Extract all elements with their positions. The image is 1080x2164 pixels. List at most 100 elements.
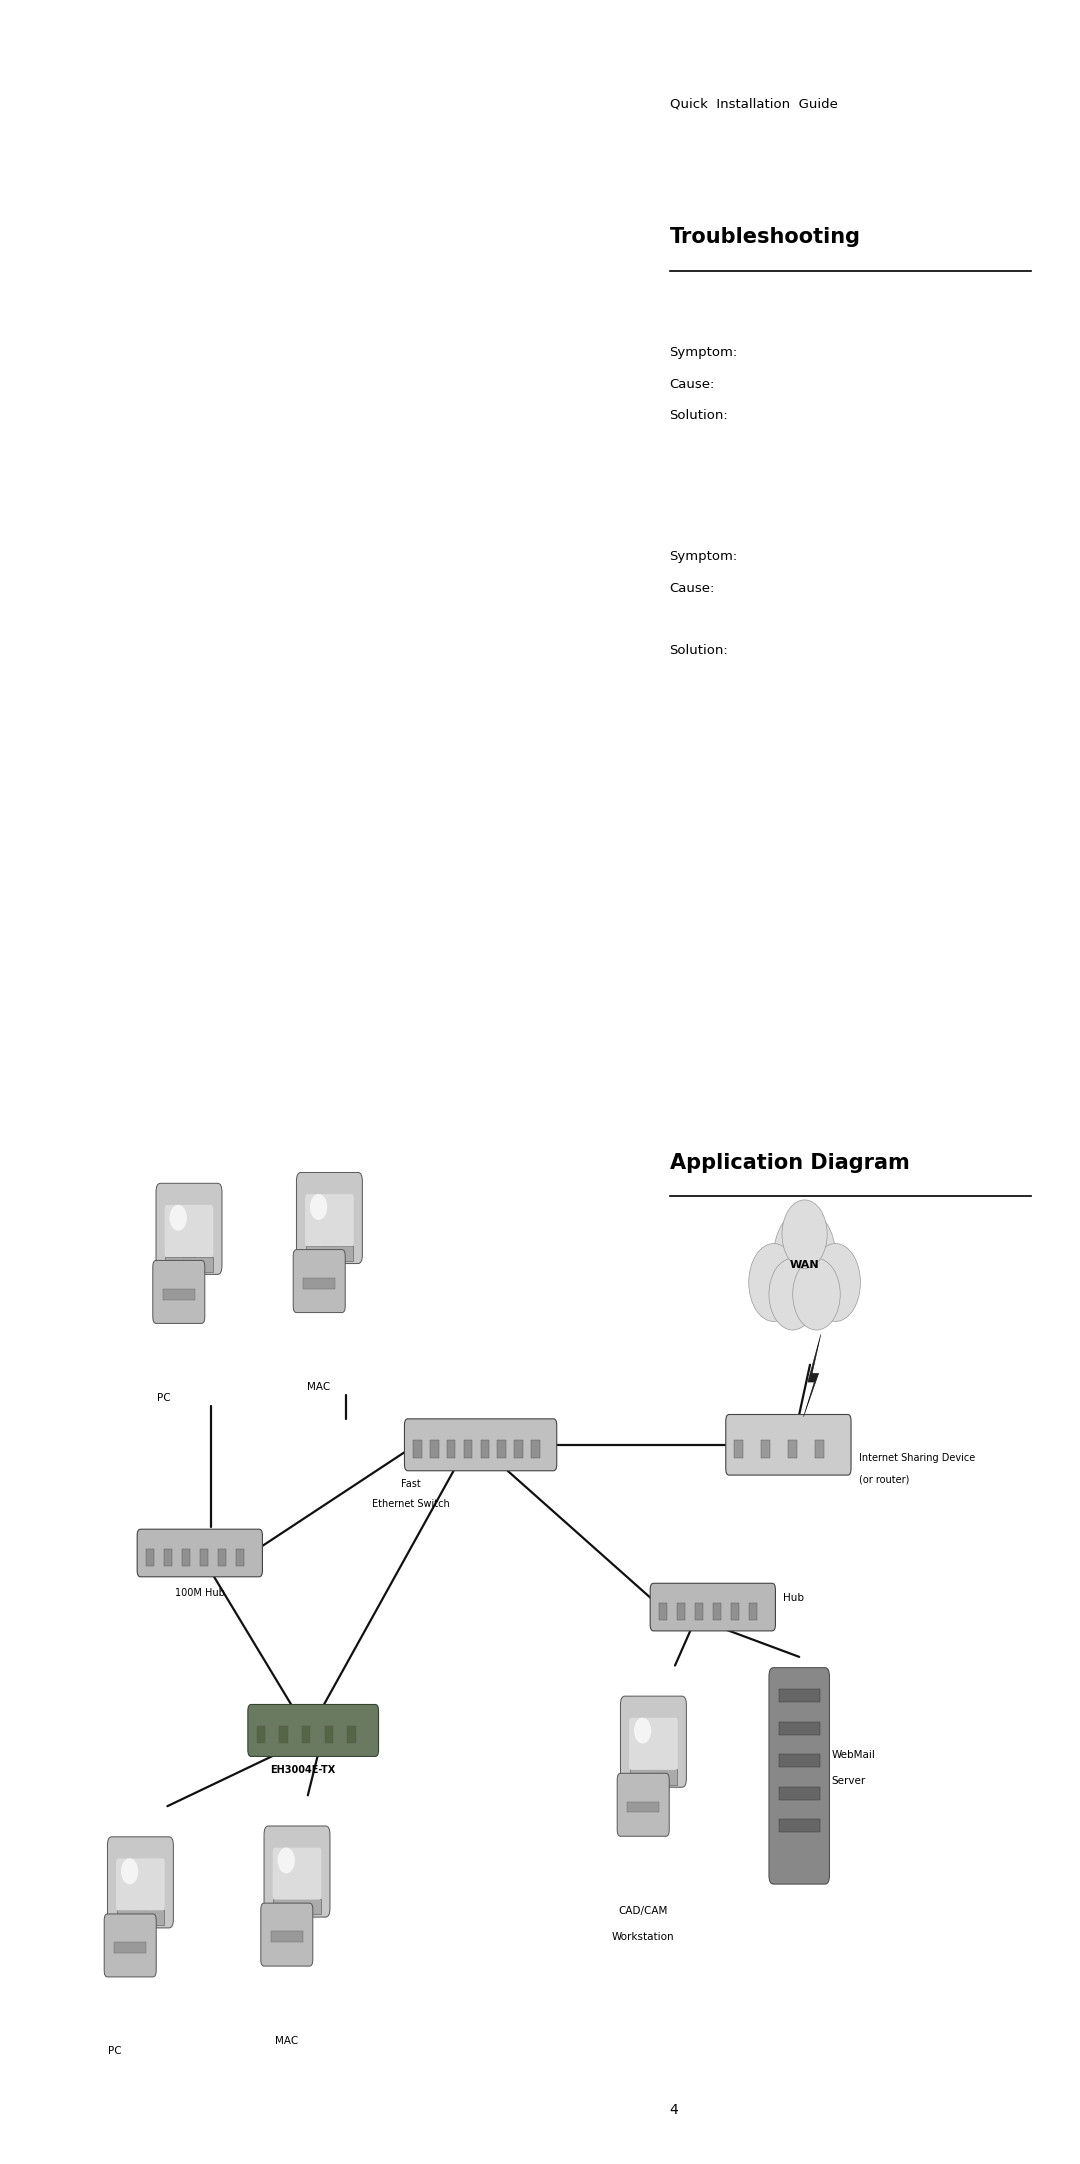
Bar xyxy=(218,1549,227,1567)
FancyBboxPatch shape xyxy=(404,1420,557,1472)
Text: CAD/CAM: CAD/CAM xyxy=(618,1906,667,1915)
Text: Quick  Installation  Guide: Quick Installation Guide xyxy=(670,97,837,110)
Bar xyxy=(447,1441,456,1459)
Bar xyxy=(779,1787,820,1800)
Bar xyxy=(647,1766,660,1783)
Bar xyxy=(200,1549,208,1567)
Text: Cause:: Cause: xyxy=(670,582,715,595)
Bar xyxy=(713,1604,721,1621)
Text: Server: Server xyxy=(832,1777,866,1785)
Ellipse shape xyxy=(793,1257,840,1331)
Ellipse shape xyxy=(748,1244,799,1322)
Bar xyxy=(531,1441,540,1459)
Text: Fast: Fast xyxy=(401,1480,420,1489)
Bar xyxy=(117,1911,164,1926)
Text: Ethernet Switch: Ethernet Switch xyxy=(372,1500,449,1508)
Bar xyxy=(183,1253,195,1270)
Bar xyxy=(514,1441,523,1459)
Bar xyxy=(731,1604,740,1621)
Bar xyxy=(235,1549,244,1567)
Ellipse shape xyxy=(278,1848,295,1874)
FancyBboxPatch shape xyxy=(107,1837,174,1928)
Bar xyxy=(291,1896,303,1913)
Bar xyxy=(734,1441,743,1459)
FancyBboxPatch shape xyxy=(156,1184,222,1275)
FancyBboxPatch shape xyxy=(116,1859,165,1911)
Polygon shape xyxy=(804,1335,821,1417)
Bar xyxy=(779,1690,820,1703)
Bar xyxy=(414,1441,421,1459)
Text: MAC: MAC xyxy=(274,2036,298,2045)
FancyBboxPatch shape xyxy=(247,1705,378,1757)
Text: WebMail: WebMail xyxy=(832,1751,876,1759)
Ellipse shape xyxy=(782,1199,827,1268)
Text: Troubleshooting: Troubleshooting xyxy=(670,227,861,247)
Bar xyxy=(146,1549,154,1567)
Bar xyxy=(748,1604,757,1621)
Text: 100M Hub: 100M Hub xyxy=(175,1588,225,1597)
Text: Hub: Hub xyxy=(783,1593,804,1604)
Text: PC: PC xyxy=(108,2047,122,2056)
Text: Internet Sharing Device: Internet Sharing Device xyxy=(859,1452,975,1463)
FancyBboxPatch shape xyxy=(296,1173,363,1264)
Bar xyxy=(279,1727,287,1744)
Bar xyxy=(302,1279,336,1290)
Bar xyxy=(498,1441,507,1459)
Bar xyxy=(324,1727,333,1744)
Text: Symptom:: Symptom: xyxy=(670,550,738,563)
Bar xyxy=(162,1290,195,1301)
FancyBboxPatch shape xyxy=(264,1826,330,1917)
Bar xyxy=(694,1604,703,1621)
Text: Solution:: Solution: xyxy=(670,409,728,422)
Bar xyxy=(677,1604,686,1621)
Ellipse shape xyxy=(310,1195,327,1220)
FancyBboxPatch shape xyxy=(305,1195,354,1246)
FancyBboxPatch shape xyxy=(726,1415,851,1476)
Bar xyxy=(181,1549,190,1567)
Bar xyxy=(630,1770,677,1785)
Ellipse shape xyxy=(810,1244,861,1322)
Bar xyxy=(273,1900,321,1915)
Text: EH3004E-TX: EH3004E-TX xyxy=(270,1766,335,1774)
Bar xyxy=(134,1906,147,1924)
Text: Solution:: Solution: xyxy=(670,645,728,658)
Bar xyxy=(164,1549,173,1567)
FancyBboxPatch shape xyxy=(260,1902,313,1967)
FancyBboxPatch shape xyxy=(152,1259,205,1324)
FancyBboxPatch shape xyxy=(104,1913,157,1978)
Text: (or router): (or router) xyxy=(859,1474,909,1485)
Ellipse shape xyxy=(170,1205,187,1231)
Bar xyxy=(306,1246,353,1262)
Ellipse shape xyxy=(634,1718,651,1744)
FancyBboxPatch shape xyxy=(629,1718,678,1770)
Bar xyxy=(430,1441,438,1459)
Ellipse shape xyxy=(121,1859,138,1885)
Bar xyxy=(779,1723,820,1736)
Text: Cause:: Cause: xyxy=(670,377,715,392)
Bar xyxy=(323,1242,336,1259)
Bar xyxy=(815,1441,824,1459)
Bar xyxy=(626,1803,660,1813)
Bar xyxy=(348,1727,356,1744)
Bar xyxy=(463,1441,472,1459)
Bar xyxy=(779,1820,820,1833)
Text: Workstation: Workstation xyxy=(611,1932,674,1941)
Bar xyxy=(165,1257,213,1272)
Text: PC: PC xyxy=(157,1394,171,1402)
FancyBboxPatch shape xyxy=(272,1848,322,1900)
Text: WAN: WAN xyxy=(789,1259,820,1270)
Bar xyxy=(481,1441,489,1459)
Text: Symptom:: Symptom: xyxy=(670,346,738,359)
FancyBboxPatch shape xyxy=(650,1584,775,1632)
FancyBboxPatch shape xyxy=(769,1668,829,1885)
Bar xyxy=(257,1727,266,1744)
Text: MAC: MAC xyxy=(307,1383,330,1391)
Bar xyxy=(788,1441,797,1459)
Bar xyxy=(761,1441,770,1459)
Bar xyxy=(301,1727,311,1744)
FancyBboxPatch shape xyxy=(137,1530,262,1578)
Bar xyxy=(113,1943,147,1954)
Bar xyxy=(659,1604,667,1621)
Text: Application Diagram: Application Diagram xyxy=(670,1153,909,1173)
FancyBboxPatch shape xyxy=(620,1697,687,1787)
